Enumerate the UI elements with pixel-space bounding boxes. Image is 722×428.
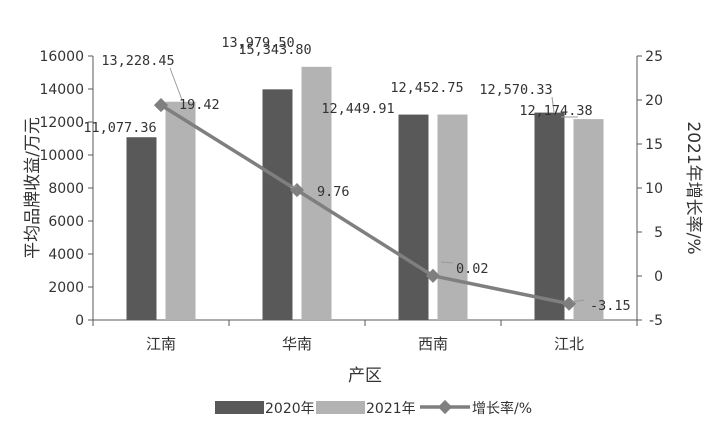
bar-2021-3 [573, 119, 604, 320]
leader-line [440, 261, 454, 264]
leader-line [551, 96, 555, 113]
bar-2021-0 [165, 101, 196, 320]
data-label-2021-3: 12,174.38 [519, 103, 592, 119]
y2-tick-label: 25 [645, 49, 663, 65]
legend-marker-growth [437, 399, 453, 415]
y-tick-label: 10000 [39, 148, 84, 164]
bar-2020-2 [398, 114, 429, 321]
legend-label-2021: 2021年 [366, 401, 416, 417]
x-tick-label: 江北 [554, 335, 584, 353]
x-axis-title: 产区 [348, 366, 382, 386]
x-tick-label: 西南 [418, 335, 448, 353]
growth-point-2 [425, 268, 441, 283]
bar-2021-1 [301, 66, 332, 320]
bar-2020-3 [534, 112, 565, 320]
data-label-2020-0: 11,077.36 [83, 120, 156, 136]
legend-swatch-2021 [316, 401, 365, 414]
leader-line [289, 185, 298, 189]
x-tick-label: 华南 [282, 335, 312, 353]
data-label-growth-1: 9.76 [317, 184, 350, 200]
y2-tick-label: 5 [654, 225, 663, 241]
data-label-2020-1: 13,979.50 [221, 35, 294, 51]
leader-line [169, 67, 183, 101]
y2-axis-title: 2021年增长率/% [683, 121, 703, 254]
y-tick-label: 0 [75, 313, 84, 329]
data-labels: 11,077.36 13,979.50 12,449.91 12,570.33 13,2… [83, 35, 630, 314]
data-label-2021-2: 12,452.75 [390, 80, 463, 96]
y-tick-label: 12000 [39, 115, 84, 131]
data-label-2021-1: 15,343.80 [238, 42, 311, 58]
bar-2021-2 [437, 114, 468, 320]
legend: 2020年 2021年 增长率/% [215, 399, 532, 417]
y-tick-label: 16000 [39, 49, 84, 65]
y-tick-label: 6000 [48, 214, 84, 230]
y2-tick-label: 10 [645, 181, 663, 197]
legend-label-growth: 增长率/% [472, 400, 532, 417]
bar-2020-1 [262, 89, 293, 320]
legend-label-2020: 2020年 [265, 401, 315, 417]
axes: 0 2000 4000 6000 8000 10000 12000 14000 16000 -5 0… [23, 49, 703, 386]
leader-line [571, 299, 585, 303]
data-label-2020-3: 12,570.33 [479, 82, 552, 98]
y2-tick-label: 0 [654, 269, 663, 285]
data-label-2020-2: 12,449.91 [321, 101, 394, 117]
growth-point-3 [561, 296, 577, 311]
data-label-2021-0: 13,228.45 [101, 53, 174, 69]
y2-tick-label: 20 [645, 93, 663, 109]
bar-2020-0 [126, 137, 157, 320]
y-tick-label: 4000 [48, 247, 84, 263]
growth-line [153, 98, 577, 311]
growth-line-path [160, 103, 570, 306]
legend-swatch-2020 [215, 401, 264, 414]
y-tick-label: 8000 [48, 181, 84, 197]
data-label-growth-3: -3.15 [590, 298, 631, 314]
data-label-growth-0: 19.42 [179, 97, 220, 113]
data-label-growth-2: 0.02 [456, 261, 489, 277]
y2-tick-label: -5 [649, 313, 663, 329]
x-tick-label: 江南 [146, 335, 176, 353]
y-tick-label: 14000 [39, 82, 84, 98]
bars [126, 66, 604, 321]
y2-tick-label: 15 [645, 137, 663, 153]
y-tick-label: 2000 [48, 280, 84, 296]
y-axis-title: 平均品牌收益/万元 [23, 117, 43, 259]
